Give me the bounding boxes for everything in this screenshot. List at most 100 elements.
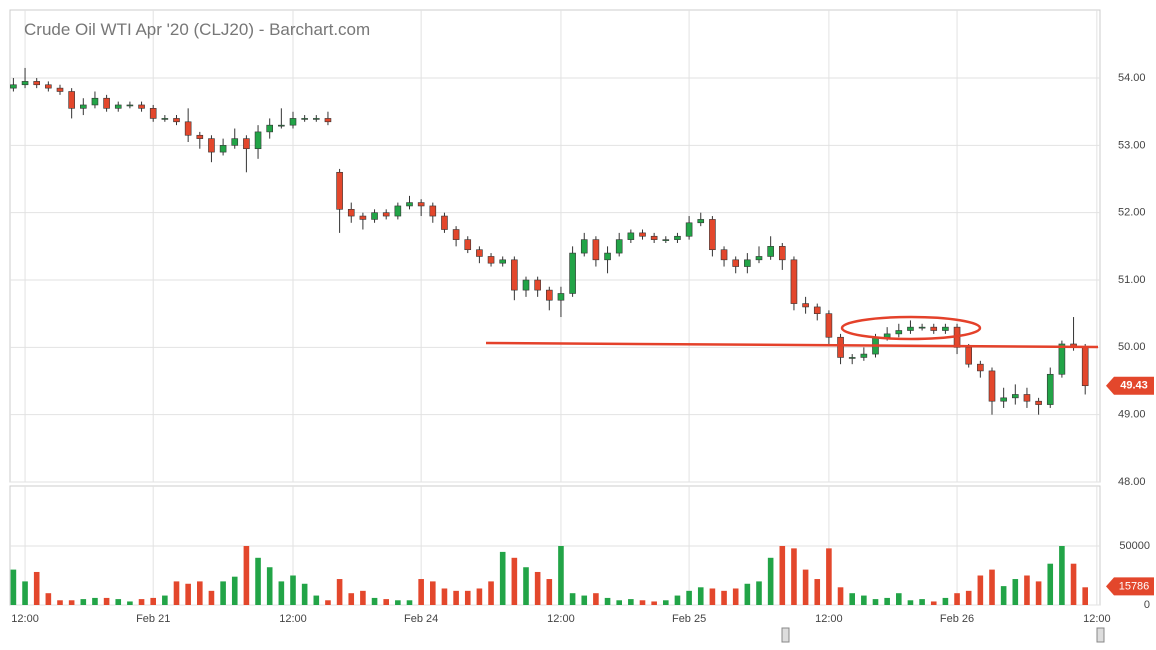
volume-bar <box>628 599 634 605</box>
y-tick-label: 51.00 <box>1118 274 1146 286</box>
highlight-ellipse <box>840 315 982 341</box>
candle-body <box>138 104 145 109</box>
candle-body <box>895 330 903 335</box>
candle-body <box>231 138 239 146</box>
volume-bar <box>767 557 774 605</box>
volume-bar <box>1059 546 1065 605</box>
candle-body <box>744 259 751 267</box>
candle-body <box>767 246 774 257</box>
volume-bar <box>488 581 494 605</box>
candle-body <box>1000 397 1007 402</box>
volume-bar <box>744 583 751 605</box>
volume-bar <box>697 587 704 605</box>
candle-body <box>184 121 192 136</box>
candle-body <box>802 303 809 308</box>
volume-bar <box>103 597 110 605</box>
volume-bar <box>802 569 809 605</box>
volume-bar <box>954 593 960 605</box>
volume-bar <box>33 571 40 605</box>
last-volume-tag <box>1106 577 1154 596</box>
volume-bar <box>534 571 541 605</box>
candle-body <box>114 104 122 109</box>
volume-bar <box>884 597 890 605</box>
volume-bar <box>278 581 285 605</box>
candle-body <box>569 252 576 294</box>
volume-bar <box>348 593 355 605</box>
volume-bar <box>569 593 576 605</box>
volume-bar <box>301 583 308 605</box>
volume-bar <box>430 581 436 605</box>
candle-body <box>219 145 227 153</box>
candle-body <box>639 232 646 237</box>
candle-body <box>778 246 786 261</box>
candle-body <box>511 259 518 291</box>
x-tick-label: Feb 25 <box>672 613 706 625</box>
x-tick-label: Feb 21 <box>136 613 170 625</box>
volume-bar <box>919 599 925 605</box>
x-tick-label: 12:00 <box>547 613 575 625</box>
volume-bar <box>1047 563 1054 605</box>
volume-bar <box>581 595 588 605</box>
volume-bar <box>779 546 786 605</box>
candle-body <box>301 118 308 120</box>
candle-body <box>254 131 262 150</box>
scroll-handle[interactable] <box>1096 627 1105 643</box>
volume-bar <box>395 600 401 605</box>
y-tick-label: 52.00 <box>1118 207 1146 219</box>
volume-bar <box>80 599 87 605</box>
candle-body <box>406 202 413 207</box>
candle-body <box>359 215 367 220</box>
candle-body <box>732 259 740 267</box>
volume-bar <box>162 595 168 605</box>
volume-bar <box>220 581 226 605</box>
volume-bar <box>674 595 681 605</box>
candle-body <box>545 289 553 301</box>
volume-bar <box>173 581 180 605</box>
volume-bar <box>861 595 867 605</box>
candle-body <box>441 215 448 230</box>
candle-body <box>580 239 588 254</box>
volume-tick-label: 0 <box>1144 599 1150 611</box>
volume-bar <box>721 590 727 605</box>
volume-bar <box>406 600 413 605</box>
volume-bar <box>290 575 296 605</box>
y-tick-label: 49.00 <box>1118 409 1146 421</box>
volume-bar <box>266 567 273 605</box>
volume-bar <box>639 600 646 605</box>
candle-body <box>68 91 75 109</box>
candle-body <box>173 118 180 123</box>
x-tick-label: 12:00 <box>1083 613 1111 625</box>
volume-bar <box>791 548 797 605</box>
candle-body <box>604 252 611 261</box>
volume-bar <box>977 575 984 605</box>
candle-body <box>394 205 402 217</box>
volume-bar <box>826 548 832 605</box>
x-tick-label: 12:00 <box>279 613 307 625</box>
candle-body <box>161 118 169 120</box>
volume-bar <box>546 579 553 605</box>
candle-body <box>499 259 507 264</box>
volume-bar <box>371 597 378 605</box>
candle-body <box>790 259 798 304</box>
candle-body <box>312 118 320 120</box>
grid <box>10 10 1100 606</box>
candle-body <box>755 256 763 261</box>
volume-bar <box>756 581 762 605</box>
volume-bar <box>360 590 366 605</box>
candle-body <box>1011 394 1019 399</box>
volume-bar <box>150 597 156 605</box>
candle-body <box>685 222 693 237</box>
volume-bar <box>523 567 529 605</box>
volume-bar <box>231 576 238 605</box>
candle-body <box>56 87 64 92</box>
volume-bar <box>930 601 937 605</box>
volume-bar <box>208 590 215 605</box>
candle-body <box>487 256 495 264</box>
volume-bar <box>197 581 203 605</box>
x-tick-label: 12:00 <box>11 613 39 625</box>
volume-bar <box>1012 579 1019 605</box>
scroll-handle[interactable] <box>781 627 790 643</box>
volume-bar <box>325 600 331 605</box>
volume-bar <box>383 599 389 605</box>
